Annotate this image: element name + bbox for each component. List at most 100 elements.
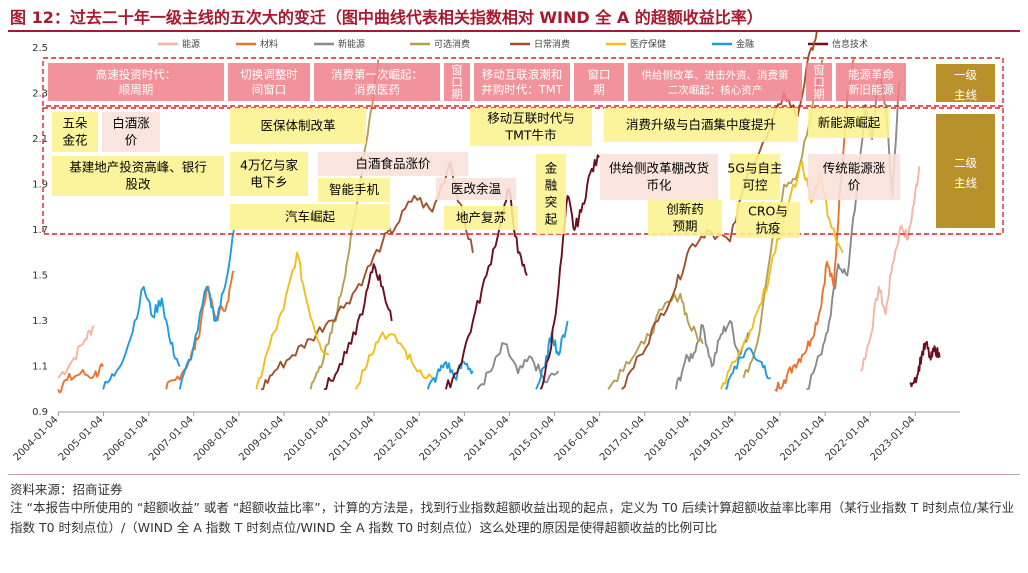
legend-label: 能源 bbox=[182, 38, 200, 50]
level2-theme-box bbox=[230, 204, 390, 230]
x-tick-label: 2022-01-04 bbox=[823, 414, 872, 463]
level2-theme-box bbox=[318, 152, 468, 176]
level2-theme-text: 医改余温 bbox=[451, 181, 502, 196]
y-tick-label: 2.5 bbox=[32, 43, 48, 54]
series-line bbox=[860, 166, 921, 372]
level2-theme: 医改余温 bbox=[436, 178, 516, 200]
level2-theme-box bbox=[736, 202, 800, 238]
level2-theme-text: 起 bbox=[545, 212, 558, 227]
series-line bbox=[102, 285, 181, 390]
y-tick-label: 1.3 bbox=[32, 316, 48, 327]
series-line bbox=[539, 154, 600, 390]
x-tick-label: 2010-01-04 bbox=[282, 414, 331, 463]
legend-item: 可选消费 bbox=[410, 38, 470, 50]
level2-theme-box bbox=[52, 112, 98, 152]
level2-theme-text: 5G与自主 bbox=[727, 161, 782, 176]
level2-theme-text: 价 bbox=[125, 133, 138, 148]
x-tick-label: 2023-01-04 bbox=[869, 414, 918, 463]
level1-theme: 窗口期 bbox=[444, 63, 470, 101]
series-line bbox=[426, 359, 474, 390]
level1-theme-box bbox=[444, 63, 470, 101]
level2-theme-text: 金 bbox=[545, 161, 558, 176]
level1-theme-text: 消费第一次崛起： bbox=[331, 68, 423, 82]
level1-theme: 高速投资时代：顺周期 bbox=[48, 63, 224, 101]
level2-theme-box bbox=[230, 108, 366, 144]
level2-theme-text: 基建地产投资高峰、银行 bbox=[69, 160, 207, 175]
y-tick-label: 2.1 bbox=[32, 134, 48, 145]
series-line bbox=[255, 251, 330, 390]
level1-theme-text: 二次崛起：核心资产 bbox=[668, 84, 763, 97]
level2-theme: 地产复苏 bbox=[444, 206, 518, 230]
level1-theme-text: 期 bbox=[593, 83, 605, 97]
level2-theme: 医保体制改革 bbox=[230, 108, 366, 144]
level1-theme: 消费第一次崛起：消费医药 bbox=[314, 63, 440, 101]
level2-theme-text: 白酒涨 bbox=[112, 116, 150, 131]
level1-theme-text: 窗 bbox=[451, 63, 463, 77]
level2-theme-box bbox=[648, 200, 722, 236]
series-line bbox=[909, 340, 941, 388]
level2-theme: 移动互联时代与 TMT牛市 bbox=[470, 108, 592, 146]
x-tick-label: 2009-01-04 bbox=[237, 414, 286, 463]
level2-theme-text: 金花 bbox=[62, 133, 87, 148]
level2-theme-box bbox=[536, 154, 566, 234]
legend-item: 能源 bbox=[158, 38, 200, 50]
legend-item: 日常消费 bbox=[510, 38, 570, 50]
legend-label: 金融 bbox=[736, 38, 754, 50]
legend: 能源 材料 新能源 可选消费 日常消费 医疗保健 金融 信息技术 bbox=[158, 38, 868, 50]
annotations: 一级主线二级主线高速投资时代：顺周期切换调整时间窗口消费第一次崛起：消费医药窗口… bbox=[42, 57, 1004, 238]
series-line bbox=[309, 59, 380, 390]
series-line bbox=[354, 331, 434, 390]
level1-theme-text: 移动互联浪潮和 bbox=[482, 68, 563, 82]
level1-theme-box bbox=[48, 63, 224, 101]
level2-theme-text: 电下乡 bbox=[250, 175, 288, 190]
x-tick-label: 2018-01-04 bbox=[643, 414, 692, 463]
level1-theme: 窗口期 bbox=[806, 63, 832, 101]
level1-theme-text: 期 bbox=[813, 87, 825, 101]
chart: 能源 材料 新能源 可选消费 日常消费 医疗保健 金融 信息技术 0.91.11.31.51.… bbox=[12, 32, 1004, 463]
level2-theme-text: 消费升级与白酒集中度提升 bbox=[626, 117, 776, 132]
level1-theme-text: 口 bbox=[813, 75, 825, 89]
y-tick-label: 1.9 bbox=[32, 180, 48, 191]
y-tick-label: 1.1 bbox=[32, 362, 48, 373]
legend-item: 信息技术 bbox=[808, 38, 868, 50]
level2-theme-text: 创新药 bbox=[666, 202, 704, 217]
level2-theme-text: 医保体制改革 bbox=[260, 118, 335, 133]
series-line bbox=[476, 342, 560, 390]
level2-theme-text: 股改 bbox=[125, 177, 151, 192]
x-tick-label: 2005-01-04 bbox=[57, 414, 106, 463]
level2-theme-box bbox=[470, 108, 592, 146]
legend-label: 信息技术 bbox=[832, 38, 868, 50]
legend-item: 金融 bbox=[712, 38, 754, 50]
level1-theme-box bbox=[806, 63, 832, 101]
level1-theme-text: 期 bbox=[451, 87, 463, 101]
x-tick-label: 2007-01-04 bbox=[147, 414, 196, 463]
x-tick-label: 2011-01-04 bbox=[327, 414, 376, 463]
level2-theme-text: 传统能源涨 bbox=[823, 161, 886, 176]
level1-theme-box bbox=[574, 63, 624, 101]
level1-theme-text: 新旧能源 bbox=[848, 83, 894, 97]
level1-theme-text: 能源革命 bbox=[848, 68, 894, 82]
x-tick-label: 2013-01-04 bbox=[418, 414, 467, 463]
legend-item: 医疗保健 bbox=[606, 38, 666, 50]
level1-theme-box bbox=[474, 63, 570, 101]
x-tick-label: 2019-01-04 bbox=[688, 414, 737, 463]
level1-theme-box bbox=[628, 63, 802, 101]
figure-title: 图 12：过去二十年一级主线的五次大的变迁（图中曲线代表相关指数相对 WIND … bbox=[10, 8, 763, 27]
source-note: 资料来源：招商证券 bbox=[10, 482, 123, 497]
x-tick-label: 2016-01-04 bbox=[553, 414, 602, 463]
y-tick-label: 0.9 bbox=[32, 407, 48, 418]
legend-label: 材料 bbox=[260, 38, 278, 50]
level2-theme-text: 抗疫 bbox=[755, 221, 780, 236]
level2-theme-box bbox=[102, 112, 160, 152]
series-line bbox=[323, 263, 393, 391]
level1-theme-text: 顺周期 bbox=[119, 83, 154, 97]
level1-theme-text: 高速投资时代： bbox=[96, 68, 177, 82]
level-label-text: 一级 bbox=[954, 68, 977, 82]
